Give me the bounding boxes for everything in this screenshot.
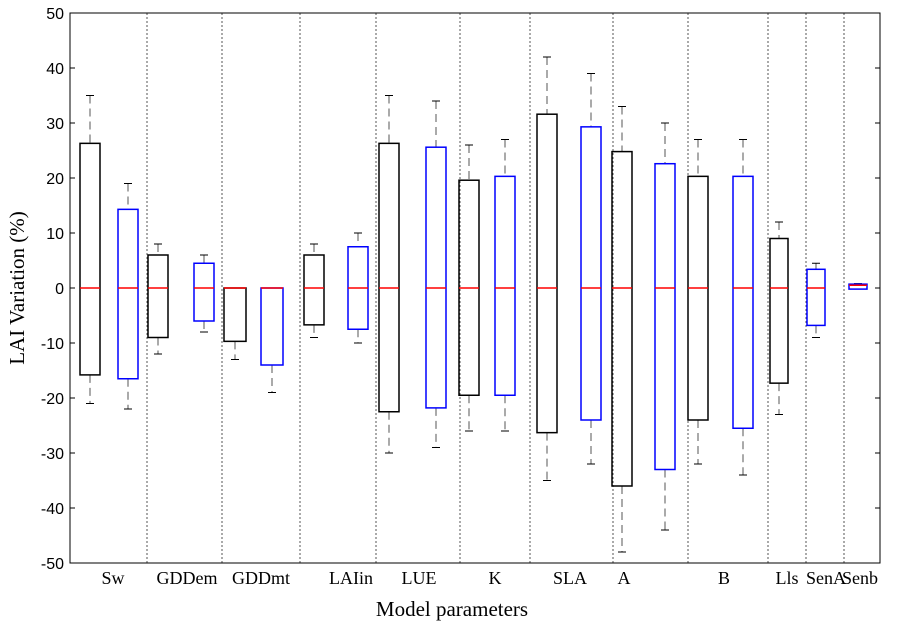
x-category-label: SenA xyxy=(806,568,846,588)
box-k xyxy=(494,175,516,396)
y-tick-label: 50 xyxy=(46,6,64,23)
y-axis-title: LAI Variation (%) xyxy=(5,211,29,365)
x-category-label: B xyxy=(718,568,730,588)
box-lue xyxy=(378,142,400,413)
box-sla xyxy=(580,126,602,421)
box-b xyxy=(687,175,709,421)
box-senb xyxy=(848,283,868,290)
y-tick-label: -50 xyxy=(41,556,64,573)
box-series xyxy=(79,56,868,553)
x-axis-title: Model parameters xyxy=(376,597,528,621)
box-gddem xyxy=(193,262,215,322)
x-category-label: K xyxy=(489,568,502,588)
box-sla xyxy=(536,113,558,434)
x-category-label: LUE xyxy=(402,568,437,588)
x-category-label: GDDmt xyxy=(232,568,290,588)
box-gddmt xyxy=(260,287,284,366)
box-a xyxy=(611,150,633,487)
y-tick-label: -40 xyxy=(41,501,64,518)
y-tick-label: -10 xyxy=(41,336,64,353)
x-category-label: Sw xyxy=(101,568,124,588)
y-axis: 50 40 30 20 10 0 -10 -20 -30 -40 -50 xyxy=(41,6,880,573)
y-tick-label: 20 xyxy=(46,171,64,188)
x-category-label: Senb xyxy=(842,568,878,588)
y-tick-label: -30 xyxy=(41,446,64,463)
box-sw xyxy=(79,142,101,376)
box-laiin xyxy=(303,254,325,326)
box-lue xyxy=(425,146,447,409)
box-b xyxy=(732,175,754,429)
x-category-label: A xyxy=(618,568,631,588)
box-gddmt xyxy=(223,287,247,343)
box-sw xyxy=(117,208,139,380)
y-tick-label: 40 xyxy=(46,61,64,78)
x-category-label: SLA xyxy=(553,568,587,588)
y-tick-label: -20 xyxy=(41,391,64,408)
box-sena xyxy=(806,268,826,327)
y-tick-label: 30 xyxy=(46,116,64,133)
y-tick-label: 0 xyxy=(55,281,64,298)
box-gddem xyxy=(147,254,169,339)
x-category-label: LAIin xyxy=(329,568,373,588)
x-category-label: GDDem xyxy=(157,568,218,588)
y-tick-label: 10 xyxy=(46,226,64,243)
x-category-label: Lls xyxy=(775,568,798,588)
box-lls xyxy=(769,237,789,384)
box-a xyxy=(654,162,676,471)
